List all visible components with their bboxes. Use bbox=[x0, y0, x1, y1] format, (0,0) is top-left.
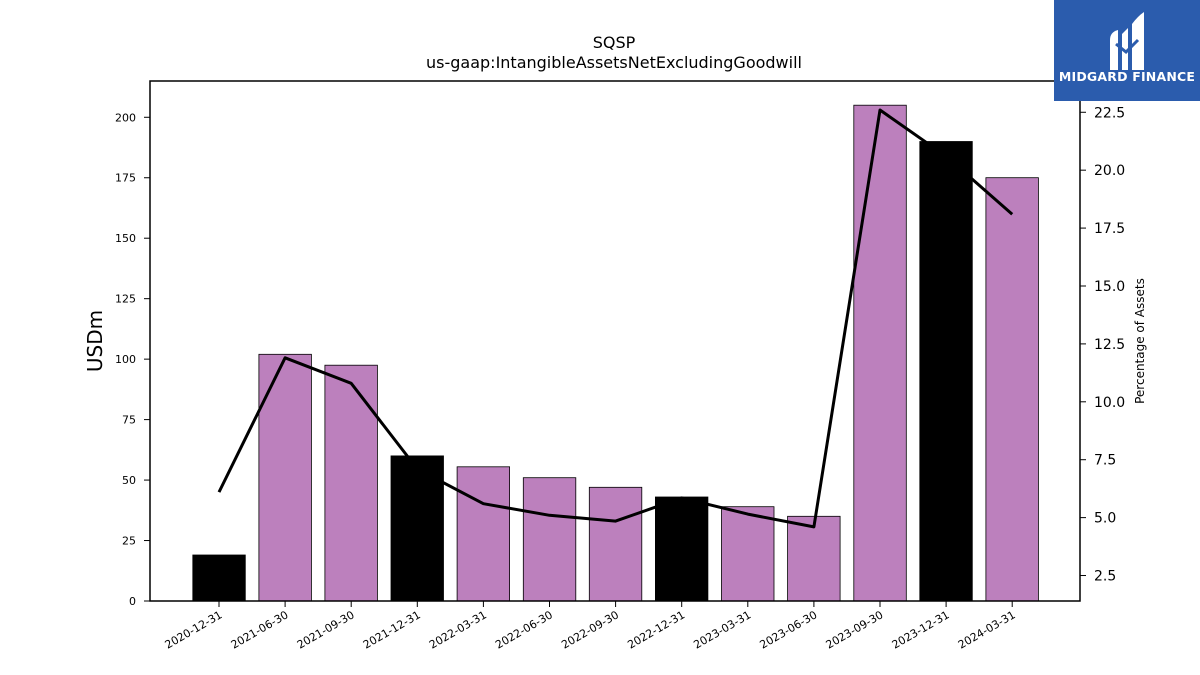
y2-axis: 2.5 5.0 7.5 10.0 12.5 15.0 17.5 20.0 22.5 bbox=[1080, 105, 1125, 585]
y2-tick-label: 10.0 bbox=[1094, 395, 1125, 411]
y-tick-label: 50 bbox=[122, 474, 136, 487]
x-tick-label: 2021-06-30 bbox=[229, 608, 291, 651]
series-line bbox=[217, 108, 1014, 529]
y-axis: 0 25 50 75 100 125 150 175 200 bbox=[115, 111, 150, 608]
y-tick-label: 25 bbox=[122, 535, 136, 548]
x-tick-label: 2021-09-30 bbox=[295, 608, 357, 651]
bar bbox=[522, 477, 577, 602]
y2-tick-label: 17.5 bbox=[1094, 221, 1125, 237]
bar bbox=[721, 506, 775, 602]
y-tick-label: 100 bbox=[115, 353, 136, 366]
bar bbox=[985, 177, 1039, 602]
y-tick-label: 75 bbox=[122, 414, 136, 427]
chart-title: SQSP bbox=[593, 33, 636, 52]
x-tick-label: 2023-09-30 bbox=[824, 608, 886, 651]
y2-tick-label: 7.5 bbox=[1094, 453, 1116, 469]
y-tick-label: 200 bbox=[115, 111, 136, 124]
bar bbox=[919, 141, 973, 602]
y-axis-label: USDm bbox=[83, 310, 107, 372]
y2-tick-label: 2.5 bbox=[1094, 569, 1116, 585]
bar bbox=[192, 554, 246, 602]
line-layer bbox=[217, 108, 1014, 529]
logo-text: MIDGARD FINANCE bbox=[1058, 69, 1196, 84]
x-tick-label: 2022-03-31 bbox=[427, 608, 489, 651]
x-tick-label: 2022-06-30 bbox=[493, 608, 555, 651]
plot-frame bbox=[149, 80, 1081, 602]
y-tick-label: 125 bbox=[115, 293, 136, 306]
y2-tick-label: 12.5 bbox=[1094, 337, 1125, 353]
y-tick-label: 150 bbox=[115, 232, 136, 245]
bar bbox=[853, 104, 907, 602]
x-tick-label: 2022-09-30 bbox=[559, 608, 621, 651]
x-tick-label: 2022-12-31 bbox=[625, 608, 687, 651]
bar bbox=[787, 515, 841, 602]
logo-mark-icon bbox=[1110, 12, 1144, 70]
y-tick-label: 175 bbox=[115, 172, 136, 185]
x-axis: 2020-12-31 2021-06-30 2021-09-30 2021-12-31… bbox=[163, 601, 1018, 652]
bar bbox=[390, 455, 444, 602]
x-tick-label: 2023-03-31 bbox=[691, 608, 753, 651]
bar bbox=[258, 353, 312, 602]
y-tick-label: 0 bbox=[129, 595, 136, 608]
x-tick-label: 2020-12-31 bbox=[163, 608, 225, 651]
chart-subtitle: us-gaap:IntangibleAssetsNetExcludingGood… bbox=[426, 53, 802, 72]
x-tick-label: 2023-12-31 bbox=[890, 608, 952, 651]
y2-axis-label: Percentage of Assets bbox=[1133, 278, 1147, 404]
x-tick-label: 2021-12-31 bbox=[361, 608, 423, 651]
y2-tick-label: 5.0 bbox=[1094, 511, 1116, 527]
x-tick-label: 2024-03-31 bbox=[956, 608, 1018, 651]
bar bbox=[588, 486, 643, 602]
bar bbox=[324, 364, 378, 602]
bar bbox=[456, 466, 511, 602]
y2-tick-label: 22.5 bbox=[1094, 105, 1125, 121]
bars bbox=[192, 104, 1039, 602]
x-tick-label: 2023-06-30 bbox=[758, 608, 820, 651]
y2-tick-label: 15.0 bbox=[1094, 279, 1125, 295]
y2-tick-label: 20.0 bbox=[1094, 163, 1125, 179]
logo: MIDGARD FINANCE bbox=[1054, 0, 1200, 101]
bar bbox=[655, 496, 709, 602]
